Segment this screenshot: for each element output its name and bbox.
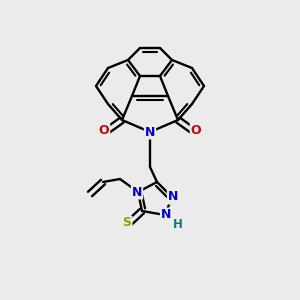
Text: N: N [145, 125, 155, 139]
Text: N: N [132, 185, 142, 199]
Text: O: O [191, 124, 201, 136]
Text: S: S [122, 217, 131, 230]
Text: O: O [99, 124, 109, 136]
Text: N: N [168, 190, 178, 203]
Text: N: N [161, 208, 171, 221]
Text: H: H [173, 218, 183, 230]
